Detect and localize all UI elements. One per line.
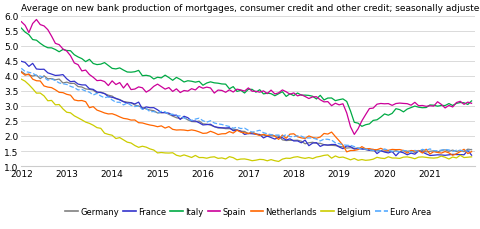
Spain [144,91,149,94]
Euro Area [18,68,24,70]
Spain [272,93,278,96]
Belgium [333,155,338,158]
Germany [457,149,463,152]
France [329,144,335,146]
Belgium [113,138,119,140]
Spain [18,21,24,24]
Spain [351,134,357,136]
Legend: Germany, France, Italy, Spain, Netherlands, Belgium, Euro Area: Germany, France, Italy, Spain, Netherlan… [62,203,435,219]
France [140,108,145,111]
Belgium [18,78,24,81]
Italy [140,75,145,78]
Line: Netherlands: Netherlands [21,73,471,156]
France [468,154,474,157]
Germany [468,149,474,151]
Euro Area [408,151,414,154]
Germany [412,151,418,154]
Italy [268,93,274,96]
France [268,136,274,139]
Germany [18,71,24,74]
Euro Area [457,149,463,152]
Netherlands [374,149,380,151]
Germany [374,149,380,152]
France [113,98,119,100]
Italy [113,68,119,71]
Euro Area [329,139,335,142]
Italy [457,102,463,104]
Belgium [140,145,145,148]
Euro Area [468,148,474,150]
Netherlands [140,122,145,125]
Germany [268,135,274,137]
Line: Euro Area: Euro Area [21,69,471,153]
Spain [34,19,39,22]
Netherlands [450,154,456,157]
Spain [461,104,467,106]
Italy [359,125,365,128]
Euro Area [113,101,119,104]
Italy [378,116,384,119]
Netherlands [18,72,24,74]
Euro Area [374,150,380,153]
Netherlands [268,134,274,136]
Text: Average on new bank production of mortgages, consumer credit and other credit; s: Average on new bank production of mortga… [21,4,480,13]
Belgium [268,158,274,161]
France [374,153,380,155]
Netherlands [468,151,474,153]
Germany [140,107,145,109]
Line: Belgium: Belgium [21,80,471,162]
Italy [329,97,335,100]
Euro Area [268,134,274,136]
Belgium [378,157,384,160]
Germany [329,144,335,147]
Spain [382,103,387,106]
Germany [113,98,119,101]
Italy [468,100,474,103]
Spain [333,102,338,105]
Netherlands [113,114,119,117]
France [393,155,399,158]
Line: France: France [21,62,471,156]
Netherlands [329,131,335,134]
Belgium [276,160,281,163]
Spain [117,82,122,85]
Italy [18,27,24,30]
France [18,61,24,63]
Line: Spain: Spain [21,20,471,135]
France [457,154,463,156]
Belgium [468,156,474,158]
Line: Italy: Italy [21,29,471,127]
Line: Germany: Germany [21,72,471,153]
Belgium [457,154,463,157]
Netherlands [457,150,463,153]
Euro Area [140,109,145,111]
Spain [468,102,474,105]
